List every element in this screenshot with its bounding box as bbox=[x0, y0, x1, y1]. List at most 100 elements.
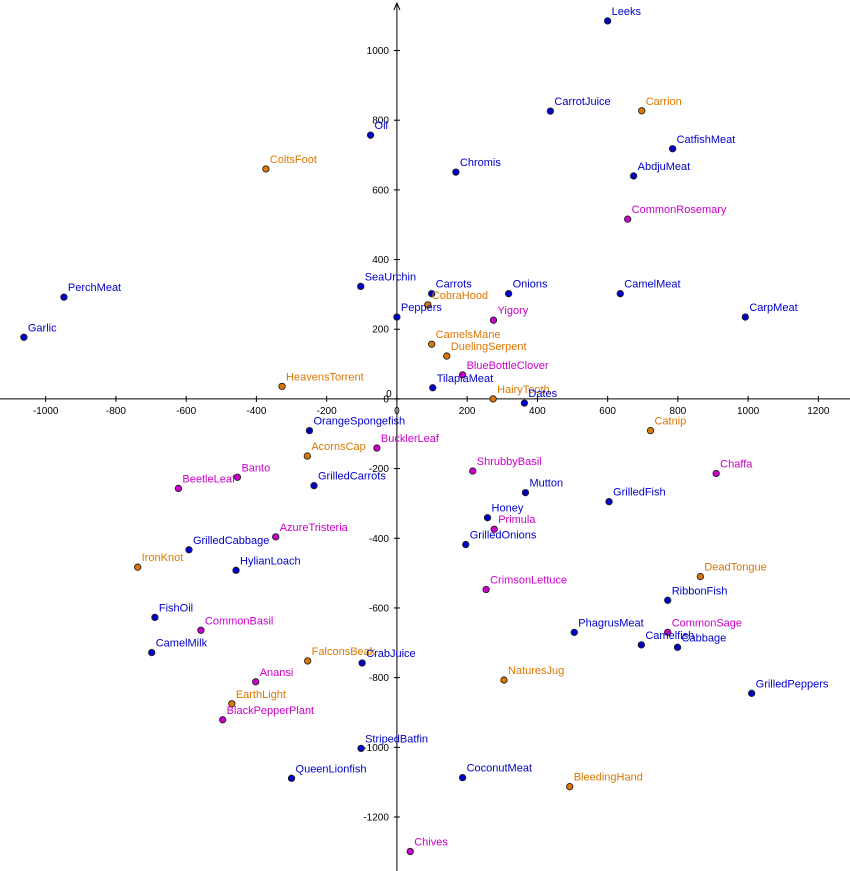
data-point-label: PerchMeat bbox=[68, 282, 121, 294]
data-point-label: BleedingHand bbox=[574, 772, 643, 784]
data-point bbox=[233, 473, 242, 481]
data-point-label: ColtsFoot bbox=[270, 154, 317, 166]
x-tick-label: -800 bbox=[106, 406, 126, 417]
data-point-label: PhagrusMeat bbox=[578, 617, 643, 629]
data-point-label: RibbonFish bbox=[672, 585, 728, 597]
data-point bbox=[490, 525, 498, 533]
data-point bbox=[219, 716, 227, 724]
x-tick-label: -200 bbox=[317, 406, 337, 417]
data-point-label: Dates bbox=[528, 388, 557, 400]
data-point-label: Carrion bbox=[646, 96, 682, 108]
data-point bbox=[664, 628, 672, 636]
y-tick-label: -800 bbox=[369, 673, 389, 684]
data-point-label: GrilledPeppers bbox=[756, 678, 829, 690]
data-point bbox=[696, 572, 705, 581]
data-point-label: Garlic bbox=[28, 322, 57, 334]
data-point bbox=[482, 585, 490, 594]
data-point-label: Cabbage bbox=[682, 632, 727, 644]
x-tick-label: 200 bbox=[459, 406, 476, 417]
data-point-label: GrilledOnions bbox=[470, 530, 537, 542]
data-point-label: GrilledCabbage bbox=[193, 535, 269, 547]
data-point bbox=[429, 384, 437, 392]
data-point bbox=[185, 546, 193, 554]
data-point-label: Banto bbox=[241, 462, 270, 474]
data-point-label: Mutton bbox=[529, 478, 563, 490]
data-point bbox=[748, 689, 756, 697]
data-point bbox=[197, 626, 205, 634]
data-point-label: FishOil bbox=[159, 602, 193, 614]
data-point bbox=[546, 107, 555, 115]
y-tick-label: 800 bbox=[372, 116, 389, 127]
data-point bbox=[638, 107, 646, 115]
data-point-label: CommonBasil bbox=[205, 615, 273, 627]
data-point-label: CobraHood bbox=[432, 290, 488, 302]
data-point-label: CamelMilk bbox=[156, 638, 208, 650]
data-point bbox=[489, 395, 497, 403]
data-point-label: CommonSage bbox=[672, 617, 742, 629]
data-point bbox=[228, 700, 236, 708]
y-tick-label: 1000 bbox=[367, 46, 390, 57]
data-point bbox=[428, 340, 436, 348]
data-point bbox=[616, 290, 624, 298]
y-axis-ticks: -1200 -1000 -800 -600 -400 -200 0 200 400 600 800 1… bbox=[363, 46, 400, 823]
data-points bbox=[20, 17, 756, 856]
data-point-label: ShrubbyBasil bbox=[477, 456, 542, 468]
data-point bbox=[521, 488, 530, 497]
data-point-label: CamelMeat bbox=[624, 279, 680, 291]
data-point-label: Chromis bbox=[460, 157, 501, 169]
data-point bbox=[443, 352, 451, 360]
data-point-label: BlackPepperPlant bbox=[227, 705, 314, 717]
y-tick-label: -600 bbox=[369, 603, 389, 614]
x-tick-label: -600 bbox=[176, 406, 196, 417]
data-point bbox=[262, 165, 270, 173]
data-point bbox=[303, 452, 311, 460]
data-point bbox=[504, 290, 513, 298]
data-point bbox=[358, 659, 366, 667]
data-point-label: Leeks bbox=[612, 6, 642, 18]
data-point-label: DeadTongue bbox=[704, 562, 766, 574]
data-point bbox=[278, 382, 286, 391]
data-point bbox=[357, 282, 365, 291]
y-tick-label: 400 bbox=[372, 255, 389, 266]
data-point-label: CrimsonLettuce bbox=[490, 574, 567, 586]
data-point-label: BeetleLeaf bbox=[182, 473, 236, 485]
x-tick-label: 0 bbox=[394, 406, 400, 417]
data-point bbox=[310, 482, 318, 490]
data-labels: Leeks CarrotJuice Carrion Oil CatfishMeat Col… bbox=[28, 6, 829, 849]
data-point-label: HairyTooth bbox=[497, 384, 550, 396]
y-tick-label: -1200 bbox=[363, 812, 389, 823]
data-point bbox=[373, 444, 381, 452]
data-point bbox=[566, 783, 574, 791]
y-tick-label: -200 bbox=[369, 464, 389, 475]
data-point bbox=[500, 676, 508, 684]
data-point bbox=[393, 313, 401, 321]
data-point bbox=[741, 313, 749, 321]
data-point bbox=[287, 774, 296, 782]
x-tick-label: 1000 bbox=[737, 406, 760, 417]
data-point bbox=[148, 648, 156, 657]
data-point bbox=[60, 293, 68, 301]
data-point-label: Carrots bbox=[436, 279, 473, 291]
data-point bbox=[232, 566, 240, 574]
data-point bbox=[458, 371, 467, 379]
data-point bbox=[664, 596, 672, 604]
data-point-label: HylianLoach bbox=[240, 555, 301, 567]
data-point bbox=[605, 498, 613, 506]
data-point-label: IronKnot bbox=[142, 552, 184, 564]
data-point bbox=[458, 773, 467, 782]
data-point-label: FalconsBeak bbox=[312, 646, 376, 658]
data-point-label: AcornsCap bbox=[311, 441, 365, 453]
data-point-label: GrilledFish bbox=[613, 487, 666, 499]
data-point bbox=[134, 563, 142, 571]
data-point bbox=[520, 399, 529, 407]
data-point-label: AzureTristeria bbox=[280, 522, 349, 534]
data-point-label: BlueBottleClover bbox=[467, 360, 549, 372]
data-point-label: CoconutMeat bbox=[467, 763, 532, 775]
x-tick-label: 1200 bbox=[807, 406, 830, 417]
y-tick-label: -400 bbox=[369, 534, 389, 545]
data-point bbox=[570, 628, 578, 636]
data-point-label: EarthLight bbox=[236, 689, 286, 701]
data-point bbox=[174, 484, 183, 493]
data-point bbox=[357, 744, 365, 753]
